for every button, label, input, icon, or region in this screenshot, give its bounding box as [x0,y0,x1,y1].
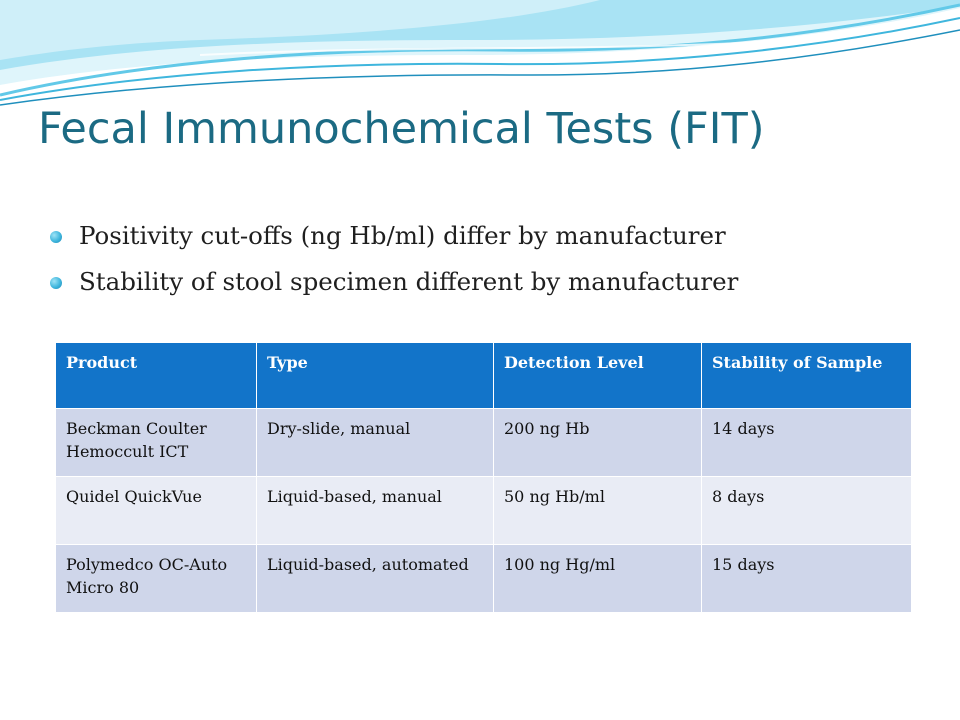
bullet-list: Positivity cut-offs (ng Hb/ml) differ by… [50,218,738,310]
table-cell: Beckman Coulter Hemoccult ICT [56,409,257,477]
header-wave-decoration [0,0,960,106]
header-type: Type [257,343,494,409]
bullet-text: Stability of stool specimen different by… [79,267,739,296]
table-cell: 15 days [702,545,912,613]
bullet-dot-icon [50,277,62,289]
table-cell: Liquid-based, automated [257,545,494,613]
bullet-item: Positivity cut-offs (ng Hb/ml) differ by… [50,218,738,264]
table-cell: 200 ng Hb [494,409,702,477]
bullet-text: Positivity cut-offs (ng Hb/ml) differ by… [79,221,726,250]
table-cell: Polymedco OC-Auto Micro 80 [56,545,257,613]
table-row: Polymedco OC-Auto Micro 80 Liquid-based,… [56,545,912,613]
table-cell: Quidel QuickVue [56,477,257,545]
header-detection-level: Detection Level [494,343,702,409]
table-cell: 8 days [702,477,912,545]
table-cell: Liquid-based, manual [257,477,494,545]
bullet-item: Stability of stool specimen different by… [50,264,738,310]
fit-comparison-table: Product Type Detection Level Stability o… [56,343,912,613]
bullet-dot-icon [50,231,62,243]
table-cell: Dry-slide, manual [257,409,494,477]
header-product: Product [56,343,257,409]
table-cell: 50 ng Hb/ml [494,477,702,545]
table-cell: 14 days [702,409,912,477]
table-row: Beckman Coulter Hemoccult ICT Dry-slide,… [56,409,912,477]
table-row: Quidel QuickVue Liquid-based, manual 50 … [56,477,912,545]
table-header-row: Product Type Detection Level Stability o… [56,343,912,409]
slide-title: Fecal Immunochemical Tests (FIT) [38,104,765,154]
table-cell: 100 ng Hg/ml [494,545,702,613]
header-stability: Stability of Sample [702,343,912,409]
